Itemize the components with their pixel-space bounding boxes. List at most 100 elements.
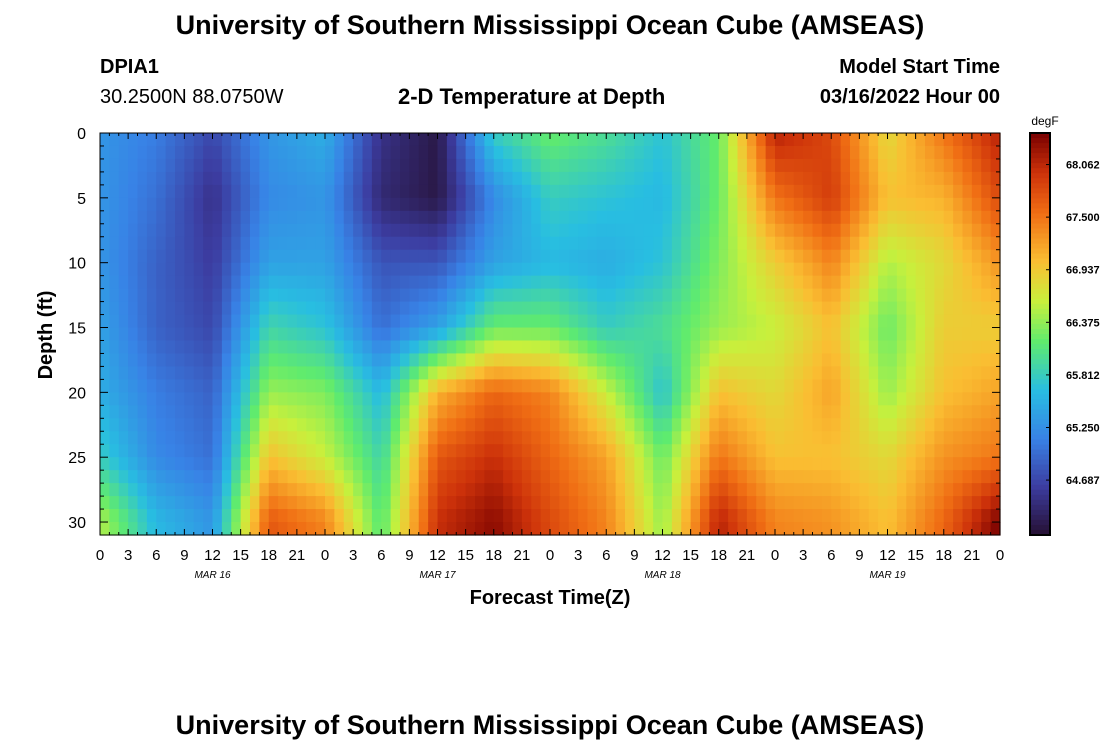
heatmap-cell bbox=[915, 340, 926, 355]
heatmap-cell bbox=[718, 444, 729, 458]
heatmap-cell bbox=[728, 171, 739, 186]
heatmap-cell bbox=[503, 275, 514, 290]
heatmap-cell bbox=[568, 288, 579, 303]
heatmap-cell bbox=[709, 145, 720, 160]
heatmap-cell bbox=[428, 301, 439, 316]
heatmap-cell bbox=[409, 288, 420, 303]
heatmap-cell bbox=[784, 171, 795, 186]
heatmap-cell bbox=[165, 483, 176, 497]
heatmap-cell bbox=[671, 366, 682, 380]
heatmap-cell bbox=[521, 431, 532, 445]
heatmap-cell bbox=[484, 197, 495, 212]
heatmap-cell bbox=[756, 236, 767, 251]
heatmap-cell bbox=[268, 262, 279, 277]
heatmap-cell bbox=[868, 509, 879, 523]
heatmap-cell bbox=[840, 275, 851, 290]
heatmap-cell bbox=[193, 210, 204, 225]
heatmap-cell bbox=[587, 522, 598, 536]
heatmap-cell bbox=[718, 145, 729, 160]
heatmap-cell bbox=[540, 145, 551, 160]
heatmap-cell bbox=[268, 133, 279, 147]
heatmap-cell bbox=[475, 184, 485, 199]
heatmap-cell bbox=[925, 470, 935, 484]
heatmap-cell bbox=[981, 197, 992, 212]
heatmap-cell bbox=[634, 366, 645, 380]
heatmap-cell bbox=[643, 444, 654, 458]
heatmap-cell bbox=[831, 431, 842, 445]
heatmap-cell bbox=[568, 509, 579, 523]
heatmap-cell bbox=[850, 483, 860, 497]
heatmap-cell bbox=[559, 392, 570, 406]
heatmap-cell bbox=[156, 444, 167, 458]
heatmap-cell bbox=[925, 262, 935, 277]
heatmap-cell bbox=[887, 184, 898, 199]
heatmap-cell bbox=[962, 379, 973, 393]
heatmap-cell bbox=[381, 171, 392, 186]
heatmap-cell bbox=[371, 133, 382, 147]
heatmap-cell bbox=[109, 184, 120, 199]
heatmap-cell bbox=[681, 431, 692, 445]
heatmap-cell bbox=[484, 158, 495, 173]
heatmap-cell bbox=[315, 457, 326, 471]
heatmap-cell bbox=[128, 197, 139, 212]
heatmap-cell bbox=[409, 483, 420, 497]
heatmap-cell bbox=[193, 249, 204, 264]
heatmap-cell bbox=[325, 379, 335, 393]
heatmap-cell bbox=[925, 249, 935, 264]
heatmap-cell bbox=[568, 327, 579, 342]
heatmap-cell bbox=[765, 470, 776, 484]
heatmap-cell bbox=[156, 197, 167, 212]
heatmap-cell bbox=[896, 379, 907, 393]
heatmap-cell bbox=[371, 288, 382, 303]
heatmap-cell bbox=[287, 249, 298, 264]
x-tick-label: 9 bbox=[630, 547, 638, 564]
heatmap-cell bbox=[671, 496, 682, 510]
heatmap-cell bbox=[587, 392, 598, 406]
heatmap-cell bbox=[625, 379, 635, 393]
heatmap-cell bbox=[390, 223, 401, 238]
heatmap-cell bbox=[887, 301, 898, 316]
heatmap-cell bbox=[165, 288, 176, 303]
heatmap-cell bbox=[775, 262, 785, 277]
heatmap-cell bbox=[118, 301, 129, 316]
heatmap-cell bbox=[643, 301, 654, 316]
heatmap-cell bbox=[831, 236, 842, 251]
heatmap-cell bbox=[709, 522, 720, 536]
heatmap-cell bbox=[409, 184, 420, 199]
heatmap-cell bbox=[278, 197, 289, 212]
heatmap-cell bbox=[493, 353, 504, 368]
heatmap-cell bbox=[625, 223, 635, 238]
heatmap-cell bbox=[878, 158, 889, 173]
heatmap-cell bbox=[400, 392, 410, 406]
heatmap-cell bbox=[606, 288, 617, 303]
heatmap-cell bbox=[175, 431, 185, 445]
heatmap-cell bbox=[559, 457, 570, 471]
heatmap-cell bbox=[371, 236, 382, 251]
colorbar-segment bbox=[1030, 494, 1050, 501]
heatmap-cell bbox=[156, 210, 167, 225]
heatmap-cell bbox=[812, 133, 823, 147]
heatmap-cell bbox=[634, 275, 645, 290]
heatmap-cell bbox=[128, 249, 139, 264]
heatmap-cell bbox=[128, 301, 139, 316]
heatmap-cell bbox=[259, 133, 270, 147]
heatmap-cell bbox=[437, 223, 448, 238]
heatmap-cell bbox=[465, 301, 476, 316]
heatmap-cell bbox=[409, 301, 420, 316]
heatmap-cell bbox=[831, 418, 842, 432]
heatmap-cell bbox=[756, 470, 767, 484]
colorbar-segment bbox=[1030, 253, 1050, 260]
heatmap-cell bbox=[634, 145, 645, 160]
heatmap-cell bbox=[681, 392, 692, 406]
heatmap-cell bbox=[746, 210, 757, 225]
heatmap-cell bbox=[821, 314, 832, 329]
heatmap-cell bbox=[353, 314, 364, 329]
heatmap-cell bbox=[840, 405, 851, 419]
heatmap-cell bbox=[184, 405, 195, 419]
heatmap-cell bbox=[625, 301, 635, 316]
heatmap-cell bbox=[718, 379, 729, 393]
heatmap-cell bbox=[334, 431, 345, 445]
heatmap-cell bbox=[334, 483, 345, 497]
heatmap-cell bbox=[925, 379, 935, 393]
heatmap-cell bbox=[821, 418, 832, 432]
